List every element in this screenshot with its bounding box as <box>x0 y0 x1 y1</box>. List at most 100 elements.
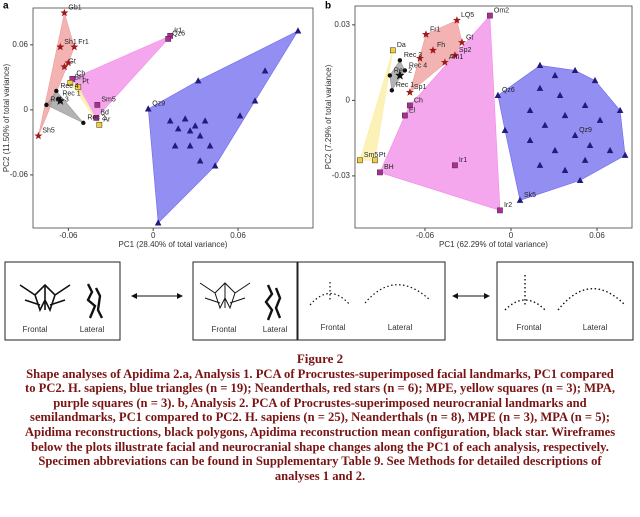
y-axis-label: PC2 (11.50% of total variance) <box>2 63 11 172</box>
point <box>81 120 86 126</box>
caption: Figure 2 Shape analyses of Apidima 2.a, … <box>20 351 620 483</box>
wireframe-label: Lateral <box>583 323 608 332</box>
point-label: Sh5 <box>42 128 55 135</box>
wireframe <box>19 283 71 313</box>
point <box>390 47 396 54</box>
wireframe-box <box>496 261 634 341</box>
point-label: Rec 4 <box>409 62 427 69</box>
point-label: Qz6 <box>502 87 515 94</box>
point-label: Ir1 <box>459 157 467 164</box>
point <box>561 166 569 173</box>
point <box>536 161 544 168</box>
point <box>144 105 152 112</box>
point <box>596 116 604 123</box>
point <box>60 8 69 17</box>
point-label: Rec 3 <box>404 52 422 59</box>
point <box>440 58 449 66</box>
point <box>416 54 424 62</box>
figure: Frontal Lateral Frontal Lateral Frontal … <box>2 1 634 341</box>
point-label: Om2 <box>494 7 509 14</box>
x-axis-label: PC1 (62.29% of total variance) <box>439 240 548 249</box>
point <box>616 106 624 114</box>
point-label: Ir1 <box>174 28 182 35</box>
point-label: Sp1 <box>414 84 427 91</box>
point <box>422 30 430 38</box>
point <box>56 42 65 51</box>
point <box>165 36 172 42</box>
point <box>402 68 408 73</box>
y-tick-label: 0 <box>346 95 351 104</box>
point-label: Pt <box>82 79 89 86</box>
point-label: LQ5 <box>461 12 474 19</box>
x-tick-label: 0.06 <box>589 231 605 240</box>
point <box>591 76 599 84</box>
wireframe-box <box>297 261 446 341</box>
point <box>174 125 182 132</box>
panel-letter: b <box>325 1 331 12</box>
panel-letter: a <box>3 1 9 12</box>
point <box>191 122 199 129</box>
caption-title: Figure 2 <box>296 351 344 366</box>
point <box>397 58 403 63</box>
point-label: Rec 4 <box>60 83 78 90</box>
convex-hull <box>359 50 394 161</box>
point-label: El <box>409 107 416 114</box>
point <box>576 176 584 184</box>
plot-frame <box>354 5 633 229</box>
wireframe <box>504 275 626 311</box>
wireframe-box <box>4 261 121 341</box>
point-label: Fr1 <box>78 39 89 46</box>
point-label: Gb1 <box>68 5 81 12</box>
wireframe <box>199 282 251 310</box>
y-axis-label: PC2 (7.29% of total variance) <box>324 64 333 169</box>
point-label: Rec 2 <box>87 115 105 122</box>
wireframe-box <box>192 261 298 341</box>
point <box>236 112 244 119</box>
convex-hull <box>379 14 501 211</box>
wireframe-label: Lateral <box>263 325 288 334</box>
convex-hull <box>147 30 299 224</box>
point-label: Da <box>397 42 406 49</box>
point-label: Ir2 <box>504 202 512 209</box>
convex-hull <box>497 65 626 201</box>
point <box>196 132 204 139</box>
point <box>251 97 259 104</box>
point <box>186 127 194 134</box>
point <box>458 38 466 46</box>
wireframe-label: Frontal <box>321 323 346 332</box>
convex-hull <box>70 82 100 125</box>
point <box>93 115 100 121</box>
x-tick-label: 0 <box>151 231 156 240</box>
wireframes: Frontal Lateral Frontal Lateral Frontal … <box>4 261 634 341</box>
x-axis-label: PC1 (28.40% of total variance) <box>119 240 228 249</box>
point <box>571 66 579 74</box>
point-label: Sk5 <box>524 192 536 199</box>
point-label: Qz9 <box>579 127 592 134</box>
point <box>75 84 82 90</box>
point-label: Am1 <box>449 54 464 61</box>
point <box>196 157 204 164</box>
point <box>561 111 569 119</box>
point-label: Fr1 <box>430 26 441 33</box>
point <box>261 67 269 74</box>
point-label: Sp2 <box>459 47 472 54</box>
point-label: Ch <box>414 97 423 104</box>
point <box>556 91 564 98</box>
scatter-panel: b -0.06 0 0.06 -0.03 0 0.03 PC1 (62.29% of tota… <box>324 1 633 249</box>
point <box>536 84 544 91</box>
point <box>551 146 559 154</box>
point <box>186 142 194 149</box>
caption-text: Shape analyses of Apidima 2.a, Analysis … <box>24 366 616 483</box>
point <box>34 131 43 140</box>
wireframe <box>264 284 282 321</box>
hulls <box>359 14 626 211</box>
point <box>96 121 103 128</box>
point-label: Bd <box>100 110 109 117</box>
point <box>94 102 101 108</box>
point-label: BH <box>74 75 84 82</box>
wireframe-label: Frontal <box>517 323 542 332</box>
point-label: Fh <box>437 42 445 49</box>
point <box>70 42 79 51</box>
point <box>526 106 534 114</box>
